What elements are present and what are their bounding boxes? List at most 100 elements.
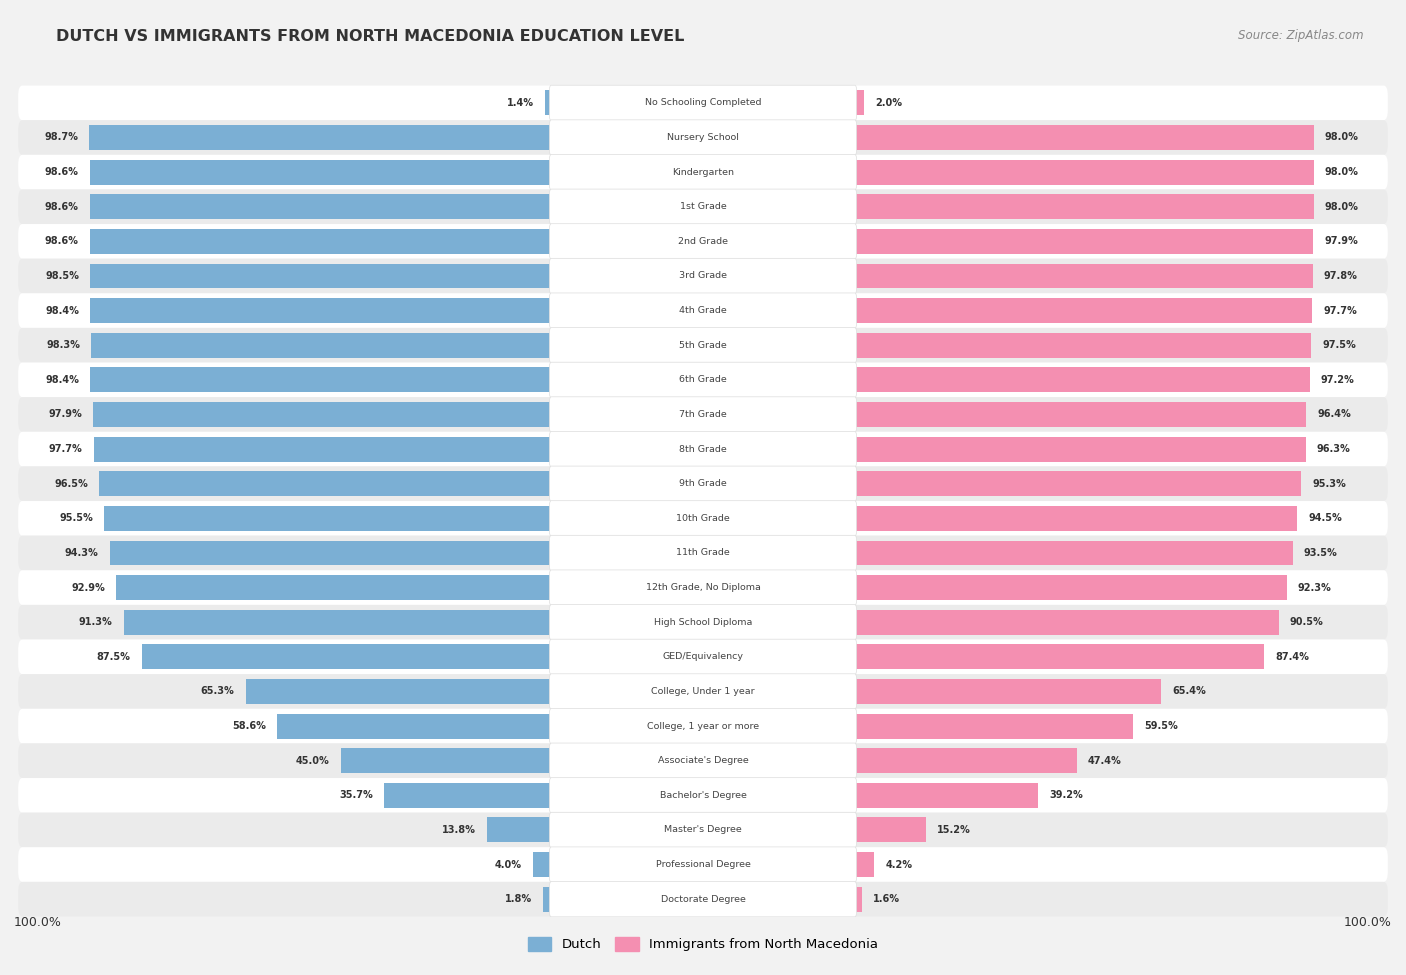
FancyBboxPatch shape bbox=[550, 640, 856, 675]
Text: 47.4%: 47.4% bbox=[1088, 756, 1122, 765]
FancyBboxPatch shape bbox=[18, 743, 1388, 778]
Bar bbox=[855, 852, 875, 878]
Text: 35.7%: 35.7% bbox=[339, 791, 373, 800]
FancyBboxPatch shape bbox=[18, 120, 1388, 155]
FancyBboxPatch shape bbox=[18, 363, 1388, 397]
Bar bbox=[855, 125, 1313, 150]
Bar bbox=[855, 886, 862, 912]
FancyBboxPatch shape bbox=[550, 397, 856, 432]
Text: 98.0%: 98.0% bbox=[1324, 167, 1358, 177]
FancyBboxPatch shape bbox=[550, 258, 856, 293]
Bar bbox=[533, 852, 551, 878]
Bar bbox=[855, 263, 1313, 289]
FancyBboxPatch shape bbox=[550, 292, 856, 329]
Text: Bachelor's Degree: Bachelor's Degree bbox=[659, 791, 747, 799]
Text: Kindergarten: Kindergarten bbox=[672, 168, 734, 176]
Text: Professional Degree: Professional Degree bbox=[655, 860, 751, 869]
Text: 1.4%: 1.4% bbox=[506, 98, 534, 108]
Text: 97.2%: 97.2% bbox=[1322, 374, 1355, 385]
Text: 98.7%: 98.7% bbox=[44, 133, 77, 142]
Bar bbox=[546, 91, 551, 115]
Text: 94.5%: 94.5% bbox=[1309, 514, 1343, 524]
Bar bbox=[855, 229, 1313, 254]
Text: 98.4%: 98.4% bbox=[45, 374, 79, 385]
Bar bbox=[104, 506, 551, 530]
Text: 95.3%: 95.3% bbox=[1312, 479, 1346, 488]
FancyBboxPatch shape bbox=[550, 674, 856, 709]
Text: 96.5%: 96.5% bbox=[55, 479, 89, 488]
FancyBboxPatch shape bbox=[18, 674, 1388, 709]
Bar bbox=[246, 679, 551, 704]
Bar bbox=[486, 817, 551, 842]
Text: No Schooling Completed: No Schooling Completed bbox=[645, 98, 761, 107]
FancyBboxPatch shape bbox=[550, 223, 856, 259]
Text: 87.5%: 87.5% bbox=[97, 652, 131, 662]
FancyBboxPatch shape bbox=[18, 432, 1388, 466]
Bar bbox=[90, 368, 551, 392]
Text: 6th Grade: 6th Grade bbox=[679, 375, 727, 384]
Text: 98.6%: 98.6% bbox=[45, 202, 79, 212]
FancyBboxPatch shape bbox=[18, 328, 1388, 363]
Bar bbox=[855, 298, 1312, 323]
Bar bbox=[100, 471, 551, 496]
Text: 93.5%: 93.5% bbox=[1303, 548, 1337, 558]
Text: 9th Grade: 9th Grade bbox=[679, 480, 727, 488]
Text: GED/Equivalency: GED/Equivalency bbox=[662, 652, 744, 661]
Text: 97.9%: 97.9% bbox=[48, 410, 82, 419]
FancyBboxPatch shape bbox=[18, 604, 1388, 640]
FancyBboxPatch shape bbox=[550, 535, 856, 570]
Text: 5th Grade: 5th Grade bbox=[679, 340, 727, 350]
Text: 45.0%: 45.0% bbox=[295, 756, 329, 765]
Bar bbox=[90, 298, 551, 323]
Bar bbox=[855, 506, 1298, 530]
Text: 1st Grade: 1st Grade bbox=[679, 202, 727, 212]
Bar bbox=[94, 437, 551, 461]
Text: 2nd Grade: 2nd Grade bbox=[678, 237, 728, 246]
FancyBboxPatch shape bbox=[550, 709, 856, 744]
Text: Source: ZipAtlas.com: Source: ZipAtlas.com bbox=[1239, 29, 1364, 42]
Bar bbox=[855, 817, 925, 842]
Bar bbox=[855, 783, 1038, 807]
Text: 91.3%: 91.3% bbox=[79, 617, 112, 627]
FancyBboxPatch shape bbox=[18, 155, 1388, 189]
Text: 12th Grade, No Diploma: 12th Grade, No Diploma bbox=[645, 583, 761, 592]
FancyBboxPatch shape bbox=[550, 432, 856, 467]
Bar bbox=[855, 402, 1306, 427]
FancyBboxPatch shape bbox=[550, 501, 856, 536]
FancyBboxPatch shape bbox=[18, 709, 1388, 743]
Bar bbox=[855, 748, 1077, 773]
Text: 3rd Grade: 3rd Grade bbox=[679, 271, 727, 281]
FancyBboxPatch shape bbox=[18, 640, 1388, 674]
FancyBboxPatch shape bbox=[18, 293, 1388, 328]
FancyBboxPatch shape bbox=[550, 778, 856, 813]
Text: 96.4%: 96.4% bbox=[1317, 410, 1351, 419]
Text: 97.9%: 97.9% bbox=[1324, 236, 1358, 247]
Bar bbox=[855, 437, 1306, 461]
FancyBboxPatch shape bbox=[550, 120, 856, 155]
FancyBboxPatch shape bbox=[18, 570, 1388, 604]
FancyBboxPatch shape bbox=[18, 501, 1388, 535]
Text: 4th Grade: 4th Grade bbox=[679, 306, 727, 315]
FancyBboxPatch shape bbox=[18, 224, 1388, 258]
Text: 65.4%: 65.4% bbox=[1173, 686, 1206, 696]
Text: 98.0%: 98.0% bbox=[1324, 133, 1358, 142]
Text: Associate's Degree: Associate's Degree bbox=[658, 757, 748, 765]
Text: 92.3%: 92.3% bbox=[1298, 583, 1331, 593]
Text: 97.7%: 97.7% bbox=[49, 444, 83, 454]
FancyBboxPatch shape bbox=[550, 812, 856, 847]
Text: 97.8%: 97.8% bbox=[1324, 271, 1358, 281]
Bar bbox=[124, 609, 551, 635]
Bar bbox=[543, 886, 551, 912]
Text: High School Diploma: High School Diploma bbox=[654, 618, 752, 627]
FancyBboxPatch shape bbox=[18, 847, 1388, 881]
FancyBboxPatch shape bbox=[18, 258, 1388, 293]
Text: 98.6%: 98.6% bbox=[45, 236, 79, 247]
Text: 92.9%: 92.9% bbox=[72, 583, 105, 593]
Bar bbox=[90, 229, 551, 254]
Bar bbox=[855, 644, 1264, 669]
FancyBboxPatch shape bbox=[550, 154, 856, 190]
Bar bbox=[855, 332, 1312, 358]
Text: 4.2%: 4.2% bbox=[886, 860, 912, 870]
Text: 8th Grade: 8th Grade bbox=[679, 445, 727, 453]
Bar bbox=[855, 368, 1310, 392]
